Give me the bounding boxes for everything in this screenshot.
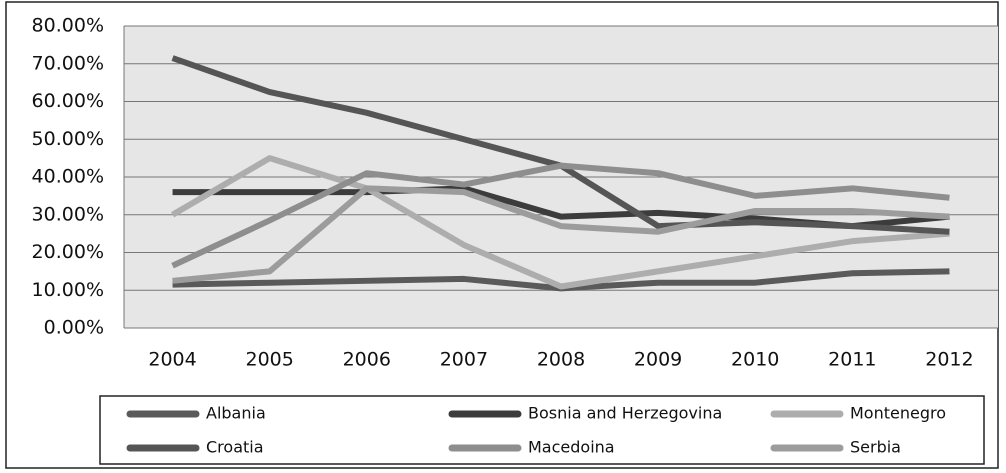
y-tick-label: 20.00% [32, 241, 104, 263]
series-line [171, 155, 950, 290]
legend-label: Croatia [206, 438, 264, 457]
legend-label: Montenegro [850, 404, 946, 423]
y-tick-label: 60.00% [32, 90, 104, 112]
x-tick-label: 2008 [537, 349, 585, 371]
x-tick-label: 2004 [148, 349, 196, 371]
legend-label: Serbia [850, 438, 901, 457]
x-tick-label: 2011 [828, 349, 876, 371]
y-tick-label: 10.00% [32, 279, 104, 301]
x-tick-label: 2012 [925, 349, 973, 371]
legend-label: Macedoina [528, 438, 615, 457]
legend-label: Albania [206, 404, 266, 423]
y-tick-label: 70.00% [32, 52, 104, 74]
series-line [172, 185, 950, 284]
x-tick-label: 2009 [634, 349, 682, 371]
y-tick-label: 40.00% [32, 166, 104, 188]
y-tick-label: 50.00% [32, 128, 104, 150]
y-tick-label: 30.00% [32, 203, 104, 225]
series-line [171, 162, 950, 269]
y-tick-label: 80.00% [32, 15, 104, 37]
x-tick-label: 2010 [731, 349, 779, 371]
x-tick-label: 2006 [343, 349, 391, 371]
x-tick-label: 2007 [440, 349, 488, 371]
legend-label: Bosnia and Herzegovina [528, 404, 722, 423]
x-tick-label: 2005 [245, 349, 293, 371]
y-tick-label: 0.00% [44, 317, 104, 339]
legend-box [99, 395, 985, 465]
